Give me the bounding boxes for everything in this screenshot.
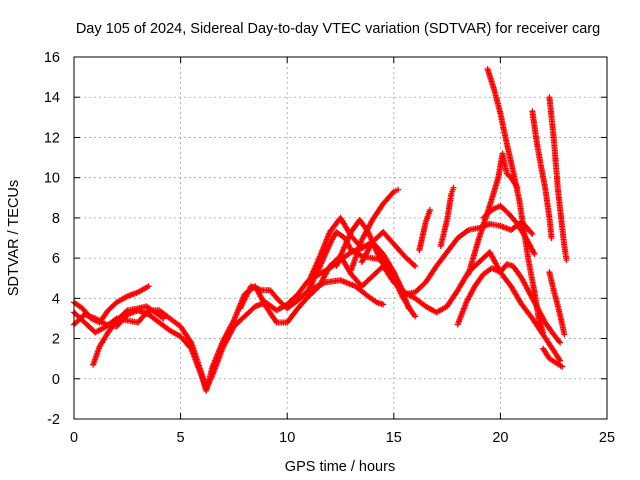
- series-track-11: [416, 206, 434, 254]
- x-tick-label: 5: [177, 430, 185, 446]
- series-track-13: [437, 184, 457, 250]
- series-track-17: [529, 108, 555, 241]
- data-point: [427, 206, 434, 213]
- data-point: [145, 283, 152, 290]
- series-track-19: [546, 269, 568, 338]
- y-tick-label: 14: [44, 90, 60, 106]
- data-point: [531, 251, 538, 258]
- data-points: [71, 66, 570, 394]
- x-tick-label: 0: [70, 430, 78, 446]
- series-track-15: [480, 202, 538, 258]
- data-point: [395, 186, 402, 193]
- data-point: [464, 227, 471, 234]
- x-axis-label: GPS time / hours: [285, 459, 395, 475]
- x-tick-label: 20: [492, 430, 508, 446]
- data-point: [540, 329, 547, 336]
- y-tick-label: 8: [52, 211, 60, 227]
- x-tick-label: 25: [599, 430, 615, 446]
- series-track-4: [90, 303, 167, 368]
- data-point: [557, 357, 564, 364]
- y-tick-label: 12: [44, 130, 60, 146]
- series-track-9: [309, 277, 387, 308]
- y-tick-label: 4: [52, 291, 60, 307]
- series-track-10: [358, 228, 419, 270]
- data-point: [561, 331, 568, 338]
- y-tick-label: 6: [52, 251, 60, 267]
- y-tick-label: 2: [52, 332, 60, 348]
- data-point: [529, 230, 536, 237]
- x-tick-label: 10: [279, 430, 295, 446]
- series-track-18: [546, 94, 570, 264]
- series-track-8: [348, 186, 402, 274]
- data-point: [412, 313, 419, 320]
- series-track-20: [540, 345, 566, 370]
- data-point: [412, 263, 419, 270]
- data-point: [410, 262, 417, 269]
- series-track-16: [484, 66, 547, 336]
- y-axis-label: SDTVAR / TECUs: [6, 180, 22, 296]
- data-point: [556, 338, 563, 345]
- x-tick-label: 15: [386, 430, 402, 446]
- data-point: [390, 269, 397, 276]
- y-tick-label: -2: [47, 412, 60, 428]
- data-point: [160, 315, 167, 322]
- data-point: [528, 229, 535, 236]
- data-point: [548, 235, 555, 241]
- data-point: [450, 184, 457, 191]
- y-tick-label: 10: [44, 171, 60, 187]
- data-point: [272, 318, 279, 325]
- y-tick-label: 16: [44, 50, 60, 66]
- data-point: [563, 257, 570, 264]
- data-point: [380, 301, 387, 308]
- data-point: [557, 339, 564, 346]
- plot-border: [73, 56, 608, 420]
- axis-ticks: 0 5 10 15 20 25 -2 0 2 4 6 8 10 12 14 16: [44, 50, 615, 446]
- data-point: [389, 267, 396, 274]
- series-track-3: [71, 283, 152, 326]
- y-tick-label: 0: [52, 372, 60, 388]
- chart-title: Day 105 of 2024, Sidereal Day-to-day VTE…: [76, 21, 600, 37]
- data-point: [559, 363, 566, 370]
- data-point: [389, 189, 396, 196]
